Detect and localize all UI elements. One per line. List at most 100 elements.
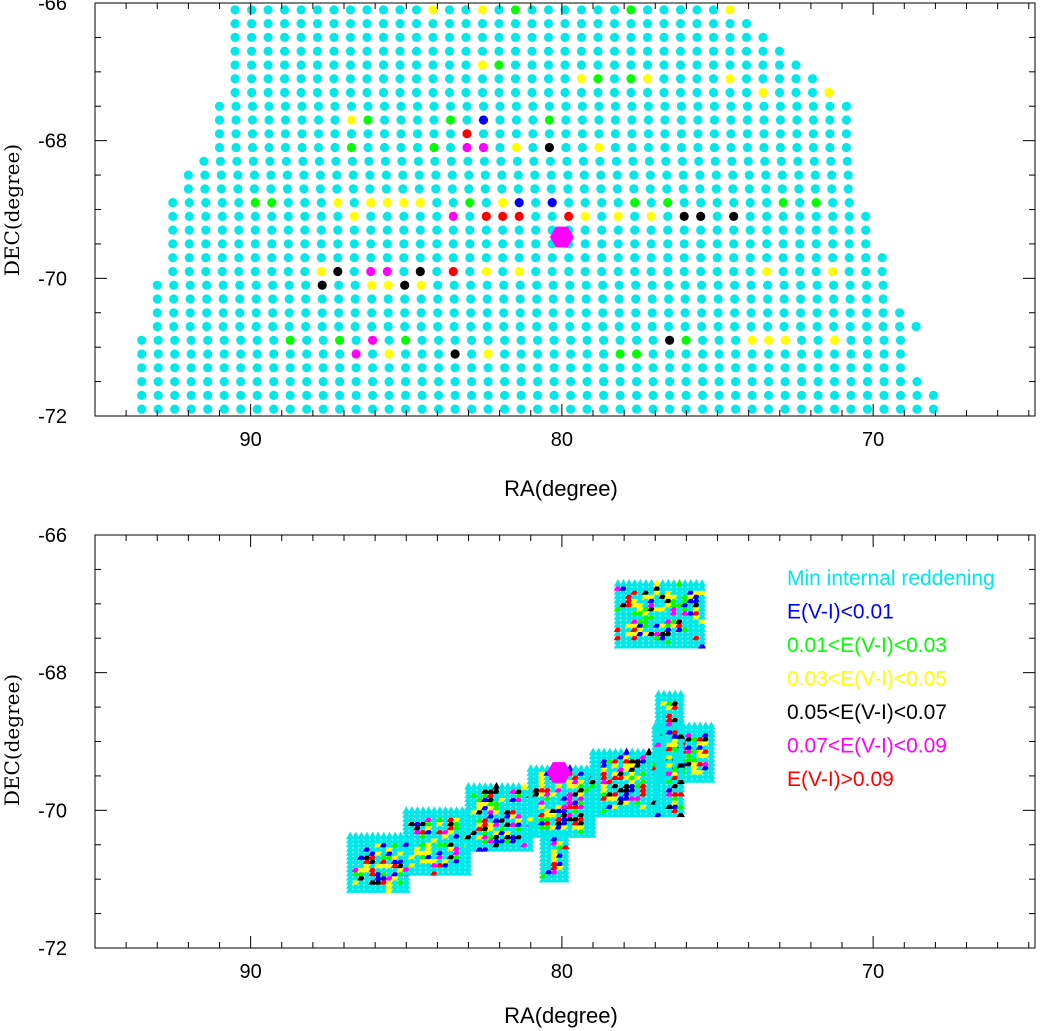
- data-point-lt001: [481, 794, 490, 802]
- data-point-c005_007: [628, 755, 637, 764]
- data-point-min: [654, 710, 663, 718]
- data-point-min: [576, 32, 587, 43]
- data-point-min: [400, 294, 410, 304]
- data-point-c003_005: [413, 847, 422, 855]
- data-point-c005_007: [486, 786, 496, 794]
- data-point-min: [168, 225, 178, 235]
- data-point-min: [680, 616, 690, 624]
- data-point-min: [571, 809, 580, 818]
- data-point-min: [626, 19, 636, 29]
- data-point-c001_003: [452, 818, 461, 827]
- bottom-data-points: [346, 579, 716, 893]
- data-point-c001_003: [632, 349, 642, 359]
- data-point-c005_007: [665, 801, 674, 809]
- data-point-min: [555, 875, 565, 883]
- data-point-min: [469, 794, 479, 802]
- data-point-c003_005: [671, 739, 680, 747]
- data-point-min: [503, 844, 512, 852]
- data-point-min: [441, 868, 450, 876]
- data-point-gt009: [481, 815, 490, 823]
- data-point-min: [335, 404, 345, 414]
- data-point-c001_003: [435, 814, 445, 822]
- data-point-c001_003: [690, 733, 699, 742]
- data-point-min: [368, 872, 377, 881]
- data-point-c003_005: [415, 198, 425, 208]
- data-point-min: [862, 390, 873, 400]
- data-point-min: [412, 101, 423, 111]
- data-point-c001_003: [684, 754, 694, 763]
- data-point-min: [652, 640, 662, 649]
- data-point-min: [318, 390, 328, 400]
- data-point-min: [399, 225, 409, 235]
- data-point-min: [514, 253, 524, 263]
- data-point-c003_005: [671, 768, 680, 776]
- data-point-min: [660, 115, 670, 125]
- data-point-min: [676, 689, 685, 698]
- top-data-points: [137, 5, 939, 414]
- data-point-c001_003: [639, 776, 648, 785]
- data-point-min: [236, 404, 246, 414]
- data-point-min: [658, 607, 667, 616]
- data-point-min: [731, 404, 741, 414]
- data-point-min: [402, 818, 411, 827]
- data-point-c007_009: [448, 211, 458, 221]
- data-point-min: [729, 239, 739, 249]
- data-point-min: [644, 780, 654, 789]
- data-point-min: [628, 801, 637, 809]
- data-point-min: [217, 211, 227, 221]
- data-point-min: [413, 806, 422, 814]
- data-point-min: [514, 782, 524, 790]
- data-point-min: [500, 377, 510, 387]
- data-point-lt001: [577, 768, 586, 776]
- data-point-c001_003: [641, 603, 651, 612]
- data-point-min: [498, 266, 508, 277]
- data-point-c003_005: [628, 768, 637, 776]
- data-point-min: [544, 870, 553, 879]
- data-point-min: [334, 294, 344, 304]
- data-point-min: [400, 308, 410, 318]
- x-tick-label: 90: [240, 429, 262, 451]
- data-point-min: [402, 843, 411, 851]
- data-point-c003_005: [481, 798, 490, 807]
- data-point-c003_005: [669, 620, 679, 628]
- data-point-min: [463, 864, 473, 872]
- data-point-c001_003: [537, 822, 547, 830]
- data-point-lt001: [622, 793, 631, 801]
- data-point-min: [680, 321, 690, 332]
- data-point-c005_007: [368, 877, 377, 885]
- data-point-min: [642, 87, 653, 98]
- data-point-min: [300, 225, 310, 235]
- data-point-min: [267, 211, 277, 221]
- data-point-min: [464, 786, 473, 794]
- data-point-c007_009: [514, 811, 524, 819]
- data-point-min: [665, 363, 675, 373]
- data-point-min: [516, 363, 526, 373]
- data-point-min: [829, 321, 839, 332]
- data-point-lt001: [665, 784, 674, 793]
- data-point-min: [707, 729, 716, 738]
- data-point-min: [647, 632, 656, 641]
- data-point-min: [509, 827, 518, 835]
- data-point-min: [296, 5, 306, 15]
- data-point-min: [846, 349, 856, 359]
- data-point-min: [413, 851, 422, 860]
- data-point-c005_007: [415, 266, 425, 277]
- data-point-min: [526, 809, 535, 818]
- data-point-min: [477, 19, 488, 29]
- data-point-min: [809, 156, 819, 166]
- data-point-min: [647, 583, 656, 591]
- data-point-min: [571, 830, 580, 838]
- data-point-min: [774, 60, 785, 70]
- data-point-lt001: [680, 599, 690, 608]
- data-point-min: [795, 239, 805, 249]
- data-point-min: [398, 170, 408, 180]
- data-point-c003_005: [624, 628, 634, 637]
- data-point-min: [335, 377, 345, 387]
- data-point-min: [217, 253, 227, 263]
- data-point-c001_003: [600, 788, 609, 797]
- data-point-min: [571, 793, 580, 801]
- data-point-c003_005: [671, 735, 680, 743]
- data-point-min: [731, 390, 741, 400]
- data-point-min: [639, 772, 648, 780]
- data-point-min: [475, 827, 484, 835]
